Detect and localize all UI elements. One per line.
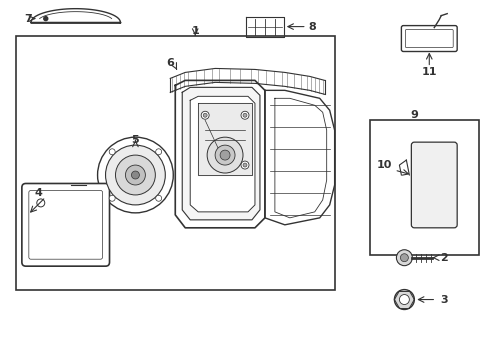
Circle shape [98,137,173,213]
FancyBboxPatch shape [22,184,109,266]
Circle shape [400,254,407,262]
Text: 3: 3 [440,294,447,305]
Text: 7: 7 [24,14,32,24]
Circle shape [394,289,413,310]
Circle shape [207,137,243,173]
Text: 9: 9 [409,110,417,120]
Polygon shape [190,96,254,212]
Circle shape [243,163,246,167]
Circle shape [396,250,411,266]
Circle shape [241,161,248,169]
Polygon shape [245,17,283,37]
Circle shape [115,155,155,195]
Text: 5: 5 [131,135,139,145]
Circle shape [37,199,45,207]
Circle shape [155,149,162,155]
Polygon shape [264,90,334,225]
Circle shape [109,149,115,155]
Circle shape [241,111,248,119]
Circle shape [155,195,162,201]
Text: 8: 8 [308,22,316,32]
Circle shape [215,145,235,165]
Polygon shape [182,87,260,220]
Text: 6: 6 [166,58,174,68]
FancyBboxPatch shape [410,142,456,228]
Text: 10: 10 [376,160,391,170]
Circle shape [109,195,115,201]
FancyBboxPatch shape [401,26,456,51]
Circle shape [105,145,165,205]
Circle shape [243,113,246,117]
Circle shape [44,17,48,21]
Text: 2: 2 [440,253,447,263]
Bar [369,120,478,255]
Circle shape [131,171,139,179]
Polygon shape [175,80,264,228]
Circle shape [201,111,209,119]
Circle shape [399,294,408,305]
Polygon shape [31,9,120,23]
Text: 4: 4 [35,188,42,198]
Circle shape [125,165,145,185]
Circle shape [220,150,229,160]
Text: 1: 1 [191,26,199,36]
Bar [16,36,334,289]
Polygon shape [170,68,324,94]
Text: 11: 11 [421,67,436,77]
Circle shape [203,113,207,117]
Polygon shape [198,103,251,175]
